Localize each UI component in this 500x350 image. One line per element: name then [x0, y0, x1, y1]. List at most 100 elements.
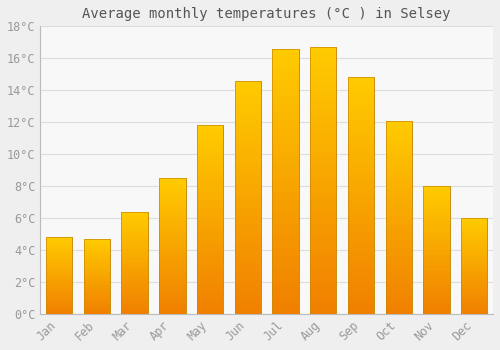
Bar — [424, 237, 450, 240]
Bar — [310, 260, 336, 266]
Bar — [461, 239, 487, 241]
Bar — [461, 281, 487, 283]
Bar — [84, 294, 110, 296]
Bar — [159, 194, 186, 197]
Bar — [310, 245, 336, 250]
Bar — [84, 285, 110, 287]
Bar — [122, 236, 148, 238]
Bar — [348, 271, 374, 276]
Bar — [424, 293, 450, 296]
Bar — [348, 219, 374, 224]
Bar — [272, 192, 299, 197]
Bar — [234, 276, 261, 281]
Bar — [122, 263, 148, 265]
Bar — [461, 226, 487, 228]
Bar — [234, 155, 261, 160]
Bar — [424, 312, 450, 314]
Bar — [424, 268, 450, 271]
Bar — [386, 198, 412, 202]
Bar — [272, 139, 299, 144]
Bar — [272, 309, 299, 314]
Bar — [310, 154, 336, 159]
Bar — [197, 216, 224, 219]
Bar — [122, 261, 148, 263]
Bar — [159, 308, 186, 311]
Bar — [461, 278, 487, 279]
Bar — [197, 227, 224, 231]
Bar — [461, 249, 487, 251]
Bar — [386, 256, 412, 260]
Bar — [461, 295, 487, 297]
Bar — [461, 304, 487, 306]
Bar — [122, 212, 148, 314]
Bar — [46, 271, 72, 272]
Bar — [234, 113, 261, 118]
Bar — [272, 118, 299, 123]
Bar — [461, 293, 487, 295]
Bar — [84, 296, 110, 298]
Bar — [234, 164, 261, 169]
Bar — [272, 144, 299, 149]
Bar — [424, 199, 450, 201]
Bar — [424, 196, 450, 199]
Bar — [159, 205, 186, 208]
Bar — [310, 100, 336, 106]
Bar — [461, 220, 487, 222]
Bar — [197, 163, 224, 167]
Bar — [122, 228, 148, 230]
Bar — [424, 304, 450, 306]
Bar — [348, 229, 374, 233]
Bar — [46, 250, 72, 251]
Bar — [386, 140, 412, 144]
Bar — [234, 202, 261, 206]
Bar — [424, 230, 450, 232]
Bar — [272, 123, 299, 128]
Bar — [310, 47, 336, 52]
Bar — [424, 255, 450, 258]
Bar — [159, 284, 186, 287]
Bar — [159, 186, 186, 189]
Bar — [272, 54, 299, 59]
Bar — [84, 266, 110, 267]
Bar — [348, 281, 374, 286]
Bar — [386, 267, 412, 271]
Bar — [272, 107, 299, 112]
Bar — [197, 136, 224, 140]
Bar — [84, 279, 110, 281]
Bar — [84, 245, 110, 246]
Bar — [159, 298, 186, 300]
Bar — [461, 228, 487, 230]
Bar — [46, 263, 72, 265]
Bar — [386, 248, 412, 252]
Bar — [310, 52, 336, 58]
Bar — [424, 288, 450, 291]
Bar — [122, 293, 148, 295]
Bar — [46, 288, 72, 289]
Bar — [310, 196, 336, 202]
Bar — [310, 90, 336, 95]
Bar — [348, 77, 374, 82]
Bar — [461, 224, 487, 226]
Bar — [461, 297, 487, 299]
Bar — [159, 214, 186, 216]
Bar — [310, 234, 336, 239]
Bar — [234, 141, 261, 146]
Bar — [122, 302, 148, 304]
Bar — [46, 274, 72, 275]
Bar — [84, 252, 110, 254]
Bar — [424, 273, 450, 275]
Bar — [461, 230, 487, 231]
Bar — [461, 233, 487, 235]
Bar — [84, 282, 110, 284]
Bar — [197, 125, 224, 314]
Bar — [424, 194, 450, 196]
Bar — [272, 64, 299, 70]
Bar — [348, 139, 374, 144]
Bar — [272, 298, 299, 303]
Bar — [310, 132, 336, 138]
Bar — [197, 302, 224, 306]
Bar — [84, 284, 110, 285]
Bar — [310, 266, 336, 271]
Bar — [348, 215, 374, 219]
Bar — [46, 306, 72, 308]
